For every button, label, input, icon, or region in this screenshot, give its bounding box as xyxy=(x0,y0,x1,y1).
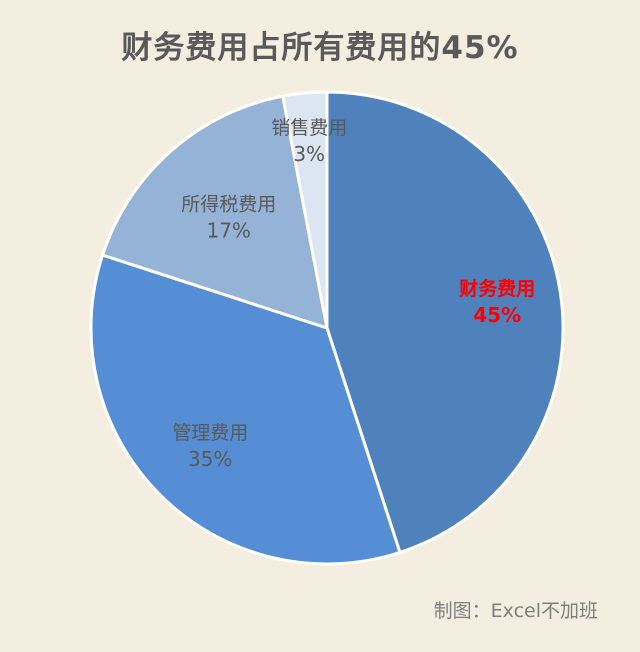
slice-value-management: 35% xyxy=(188,447,232,471)
pie-slices xyxy=(89,90,565,566)
slice-label-finance: 财务费用 xyxy=(459,277,535,300)
slice-value-income-tax: 17% xyxy=(206,219,250,243)
slice-value-finance: 45% xyxy=(473,303,521,327)
pie-slice-management xyxy=(89,253,402,566)
pie-slice-finance xyxy=(325,90,565,555)
chart-title: 财务费用占所有费用的45% xyxy=(121,30,519,66)
slice-label-sales: 销售费用 xyxy=(271,117,347,139)
chart-credit: 制图：Excel不加班 xyxy=(433,600,598,622)
pie-labels: 财务费用 45% 管理费用 35% 所得税费用 17% 销售费用 3% xyxy=(172,117,535,471)
slice-label-income-tax: 所得税费用 xyxy=(181,194,276,216)
pie-slice-income-tax xyxy=(100,94,329,331)
pie-slice-sales xyxy=(281,90,329,329)
slice-label-management: 管理费用 xyxy=(172,422,248,444)
slice-value-sales: 3% xyxy=(293,142,325,166)
